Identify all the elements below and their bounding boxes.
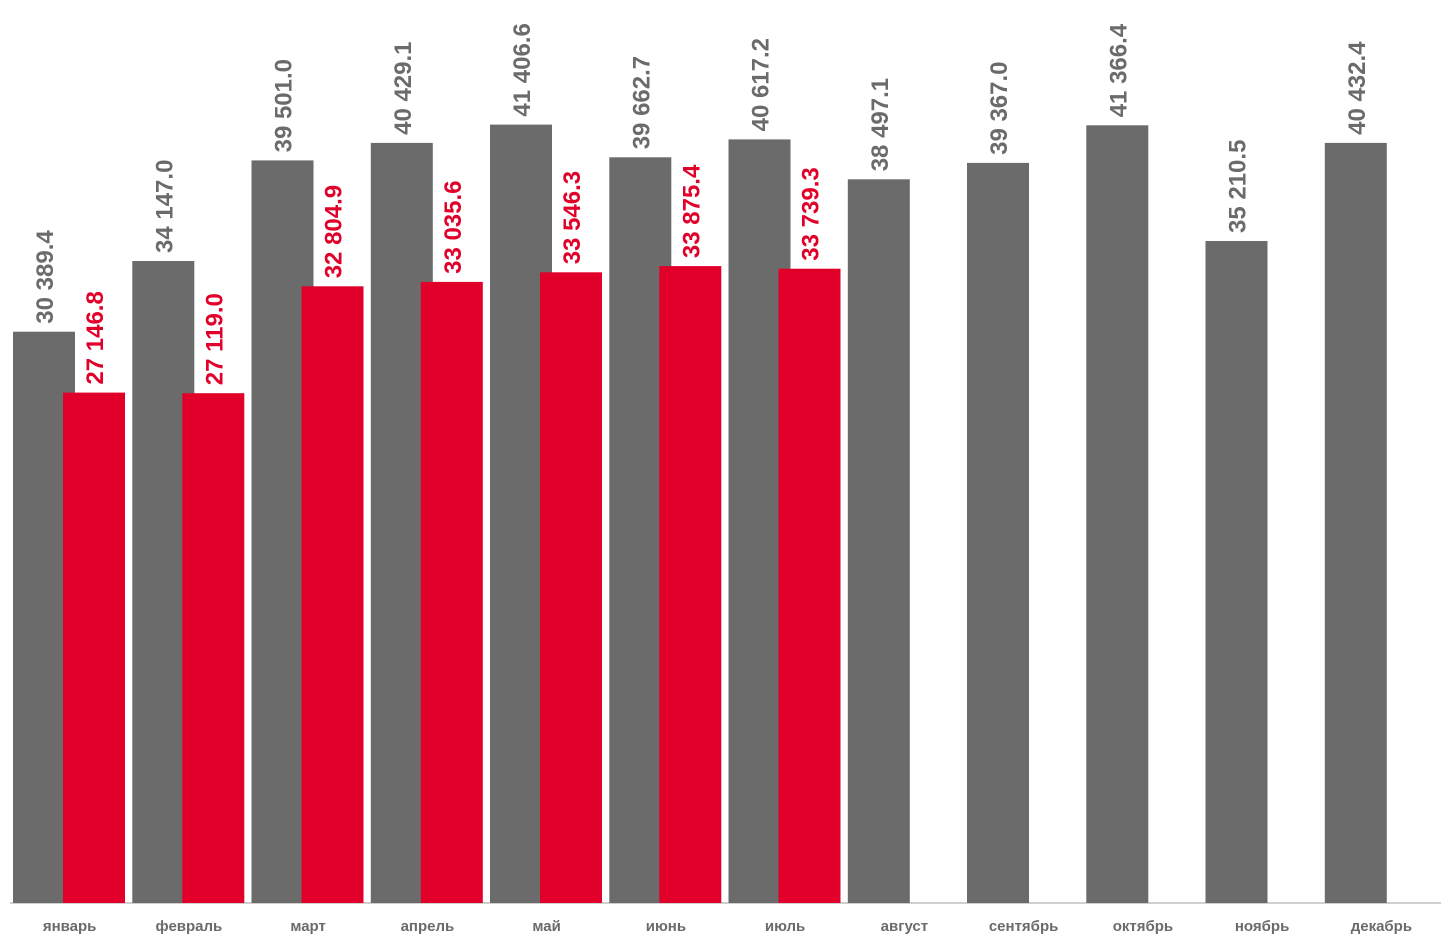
bar-s1-2 [301,286,364,903]
value-label-s0-8: 39 367.0 [986,61,1013,154]
bars-group [13,124,1387,904]
value-label-s0-3: 40 429.1 [390,41,417,134]
bar-s1-3 [420,281,483,903]
bar-s0-7 [847,179,910,904]
category-label-1: февраль [156,918,223,935]
category-label-11: декабрь [1351,918,1412,935]
category-labels-group: январь февраль март апрель май июнь июль август… [43,918,1412,935]
value-label-s0-11: 40 432.4 [1344,41,1371,135]
category-label-3: апрель [401,918,455,935]
category-label-9: октябрь [1113,918,1173,935]
bar-s1-6 [778,268,841,903]
value-labels-group: 30 389.4 34 147.0 39 501.0 40 429.1 41 406.6… [32,23,1371,385]
bar-s1-1 [182,393,245,903]
value-label-s0-2: 39 501.0 [271,59,298,152]
bar-s0-9 [1086,125,1149,904]
category-label-10: ноябрь [1235,918,1289,935]
category-label-0: январь [43,918,97,935]
value-label-s0-10: 35 210.5 [1225,140,1252,233]
value-label-s1-6: 33 739.3 [798,167,825,260]
category-label-8: сентябрь [989,918,1059,935]
value-label-s0-4: 41 406.6 [509,23,536,116]
value-label-s1-3: 33 035.6 [440,180,467,273]
value-label-s1-2: 32 804.9 [321,185,348,278]
bar-s0-10 [1205,241,1268,903]
value-label-s1-0: 27 146.8 [82,291,109,384]
value-label-s0-5: 39 662.7 [628,56,655,149]
value-label-s1-4: 33 546.3 [559,171,586,264]
bar-s1-0 [63,392,125,903]
category-label-7: август [881,918,928,935]
category-label-4: май [532,918,560,935]
bar-s1-5 [659,266,722,904]
bar-s0-11 [1324,142,1387,903]
value-label-s0-7: 38 497.1 [867,78,894,171]
category-label-5: июнь [646,918,686,935]
value-label-s1-5: 33 875.4 [678,164,705,258]
value-label-s1-1: 27 119.0 [201,293,228,385]
bar-s0-8 [967,162,1029,903]
value-label-s0-0: 30 389.4 [32,230,59,324]
value-label-s0-6: 40 617.2 [748,38,775,131]
category-label-6: июль [765,918,805,935]
bar-s1-4 [540,272,602,903]
value-label-s0-9: 41 366.4 [1105,23,1132,117]
category-label-2: март [290,918,326,935]
value-label-s0-1: 34 147.0 [151,160,178,253]
